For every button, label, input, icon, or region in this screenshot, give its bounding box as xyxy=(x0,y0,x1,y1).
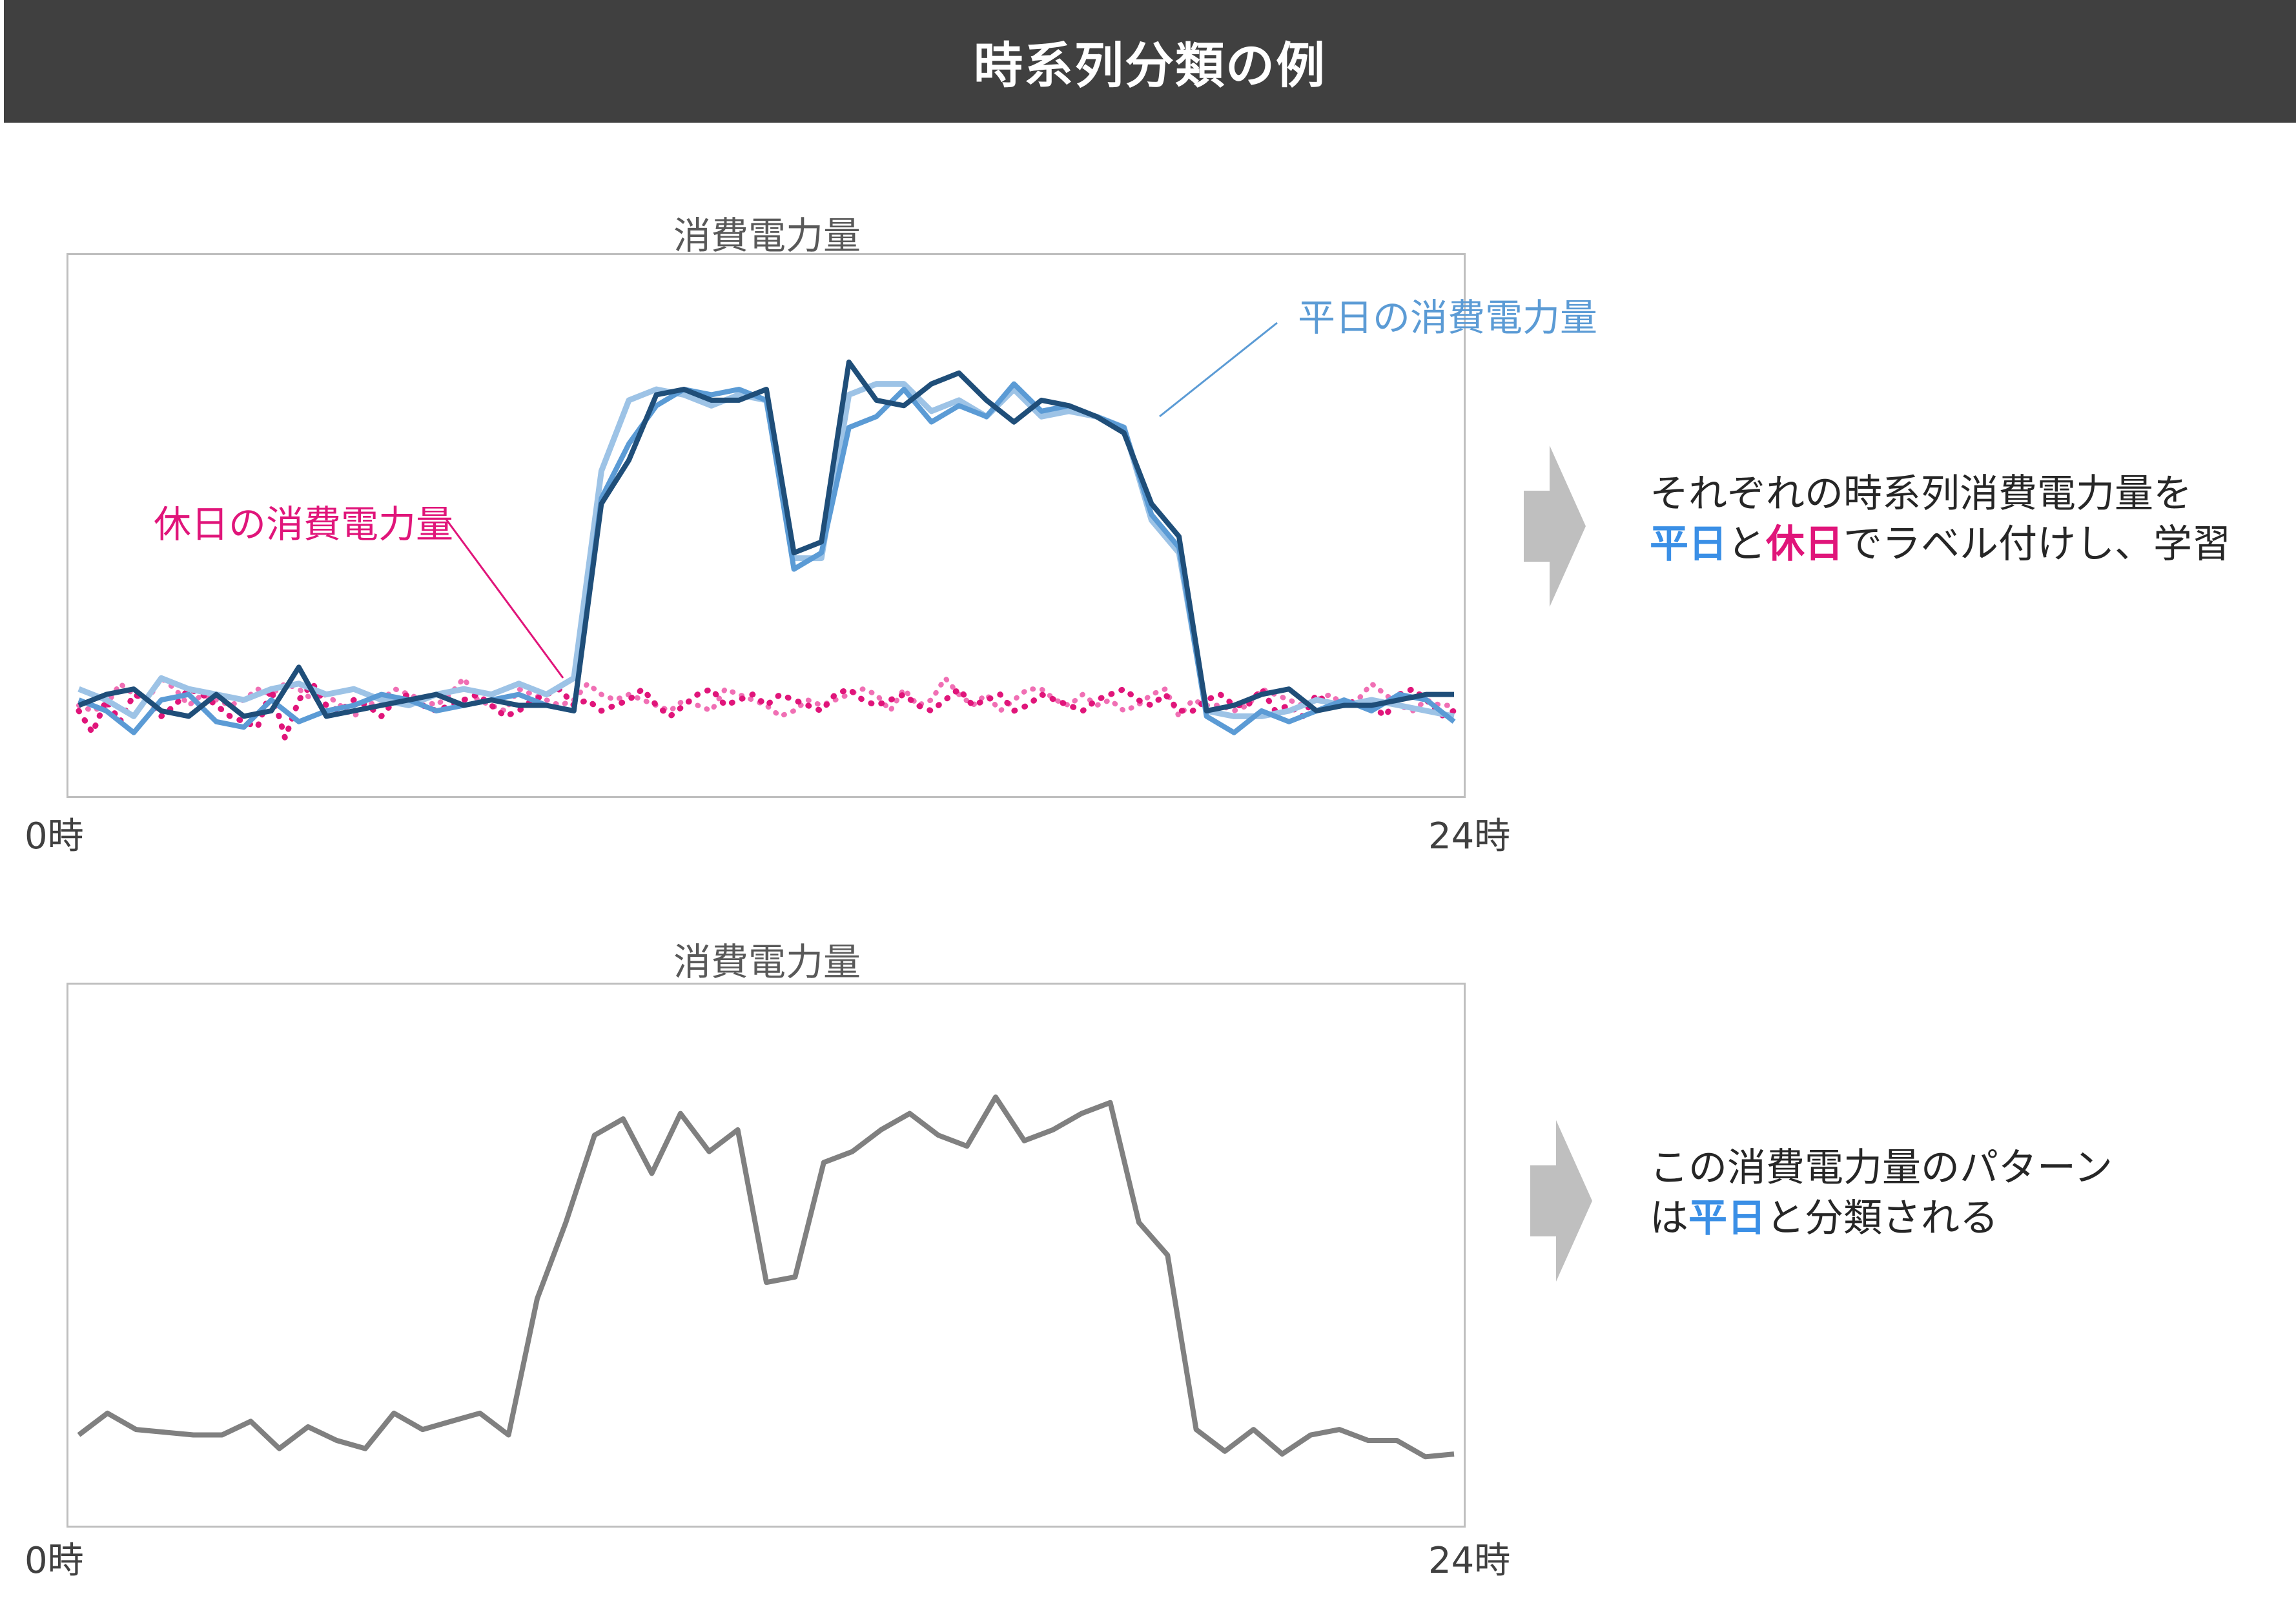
and-text: と xyxy=(1727,522,1766,567)
chart1-title: 消費電力量 xyxy=(673,214,861,258)
weekday-legend-label: 平日の消費電力量 xyxy=(1298,296,1598,340)
chart2-x-start-label: 0時 xyxy=(25,1540,84,1582)
chart1-x-start-label: 0時 xyxy=(25,815,84,857)
bottom-description-line2: は平日と分類される xyxy=(1650,1193,2113,1244)
arrow-right-icon-bottom xyxy=(1530,1120,1592,1282)
chart2-series-1 xyxy=(77,1094,1455,1460)
page-title: 時系列分類の例 xyxy=(974,37,1326,94)
bottom-description-line1: この消費電力量のパターン xyxy=(1650,1145,2113,1191)
holiday-leader-line xyxy=(444,518,564,679)
holiday-legend-label: 休日の消費電力量 xyxy=(154,502,454,546)
chart1-series-2 xyxy=(77,381,1456,735)
weekday-highlight: 平日 xyxy=(1688,1196,1766,1241)
weekday-leader-line xyxy=(1159,322,1278,418)
holiday-highlight: 休日 xyxy=(1766,522,1843,567)
label-learn-text: でラベル付けし、学習 xyxy=(1843,522,2231,567)
chart2-x-end-label: 24時 xyxy=(1428,1540,1511,1582)
chart1-x-end-label: 24時 xyxy=(1428,815,1511,857)
header-bar: 時系列分類の例 xyxy=(4,0,2296,123)
chart1-series-1 xyxy=(77,381,1455,719)
chart1-series-3 xyxy=(77,359,1454,719)
top-description: それぞれの時系列消費電力量を 平日と休日でラベル付けし、学習 xyxy=(1650,469,2231,569)
bottom-description: この消費電力量のパターン は平日と分類される xyxy=(1650,1143,2113,1244)
arrow-right-icon-top xyxy=(1524,445,1586,607)
top-description-line1: それぞれの時系列消費電力量を xyxy=(1650,471,2192,517)
weekday-highlight: 平日 xyxy=(1650,522,1727,567)
prefix-text: は xyxy=(1650,1196,1688,1241)
chart2-plot-area xyxy=(67,983,1466,1528)
top-description-line2: 平日と休日でラベル付けし、学習 xyxy=(1650,519,2231,569)
chart2-title: 消費電力量 xyxy=(673,940,861,984)
classified-text: と分類される xyxy=(1766,1196,1998,1241)
